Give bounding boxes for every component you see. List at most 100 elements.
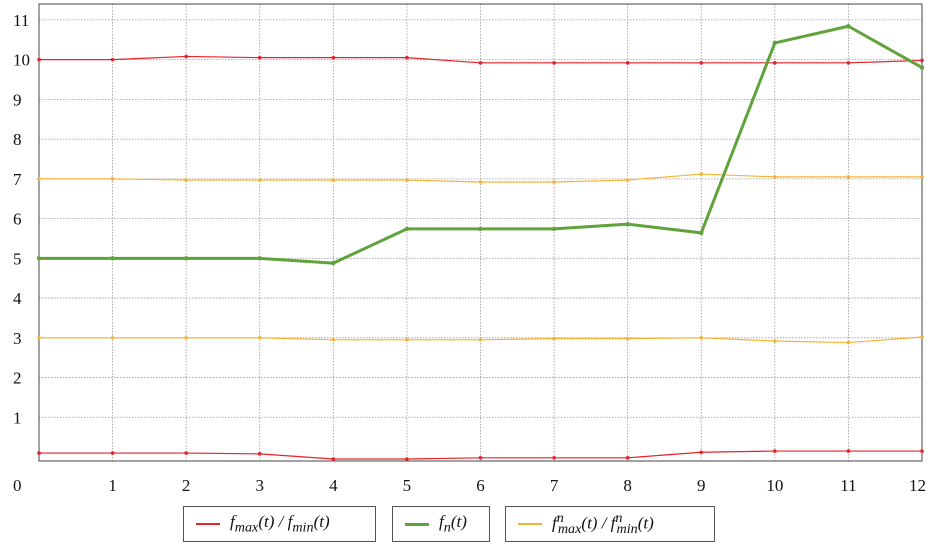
legend-item-fmax-fmin: fmax(t) / fmin(t) [183, 506, 376, 542]
data-point-fnmaxmin [405, 337, 409, 342]
x-tick-label: 10 [766, 476, 783, 495]
legend-label-fn: fn(t) [439, 511, 467, 536]
data-point-fnmaxmin [331, 178, 336, 182]
legend-label-fmax-fmin: fmax(t) / fmin(t) [230, 511, 330, 536]
x-tick-label: 4 [329, 476, 338, 495]
data-point-fnmaxmin [184, 178, 188, 182]
data-point-fmaxmin [773, 61, 777, 65]
data-point-fnmaxmin [331, 337, 336, 342]
y-tick-label: 3 [13, 329, 22, 348]
x-tick-label: 7 [550, 476, 559, 495]
x-tick-label: 12 [909, 476, 926, 495]
data-point-fmaxmin [552, 456, 556, 460]
data-point-fnmaxmin [699, 172, 704, 176]
data-point-fn [36, 256, 42, 261]
legend-item-fnmax-fnmin: fnmax(t) / fnmin(t) [505, 506, 715, 542]
data-point-fmaxmin [110, 57, 115, 62]
grid-lines [39, 4, 922, 461]
data-point-fnmaxmin [37, 336, 41, 340]
data-point-fmaxmin [405, 55, 409, 60]
data-point-fnmaxmin [110, 336, 115, 340]
legend: fmax(t) / fmin(t) fn(t) fnmax(t) / fnmin… [0, 506, 932, 546]
data-point-fmaxmin [625, 61, 630, 65]
data-point-fnmaxmin [773, 175, 777, 179]
series-layer [36, 24, 925, 461]
data-point-fmaxmin [331, 457, 336, 461]
x-tick-label: 5 [403, 476, 412, 495]
y-tick-label: 10 [13, 51, 30, 70]
data-point-fmaxmin [920, 58, 924, 63]
data-point-fn [478, 226, 483, 232]
legend-label-fnmax-fnmin: fnmax(t) / fnmin(t) [552, 509, 654, 538]
data-point-fmaxmin [846, 449, 851, 453]
data-point-fmaxmin [920, 449, 924, 453]
data-point-fnmaxmin [920, 175, 924, 179]
data-point-fnmaxmin [37, 177, 41, 181]
data-point-fmaxmin [552, 61, 556, 65]
data-point-fn [772, 40, 778, 46]
data-point-fmaxmin [405, 457, 409, 461]
plot-area [38, 3, 923, 462]
data-point-fnmaxmin [625, 178, 630, 182]
y-tick-label: 7 [13, 170, 22, 189]
data-point-fn [257, 256, 262, 261]
data-point-fmaxmin [257, 55, 262, 60]
y-tick-label: 11 [13, 11, 29, 30]
x-tick-label: 8 [623, 476, 632, 495]
x-tick-label: 11 [840, 476, 856, 495]
y-tick-label: 8 [13, 130, 22, 149]
data-point-fmaxmin [331, 55, 336, 60]
data-point-fn [551, 226, 557, 232]
data-point-fmaxmin [478, 61, 483, 65]
data-point-fmaxmin [846, 61, 851, 65]
legend-swatch-green [405, 522, 429, 526]
data-point-fnmaxmin [846, 175, 851, 179]
legend-item-fn: fn(t) [392, 506, 490, 542]
data-point-fn [919, 65, 925, 70]
y-tick-label: 1 [13, 408, 22, 427]
data-point-fnmaxmin [920, 335, 924, 339]
data-point-fnmaxmin [552, 336, 556, 341]
data-point-fn [404, 226, 410, 232]
y-tick-label: 6 [13, 210, 22, 229]
legend-swatch-red [196, 523, 220, 525]
data-point-fmaxmin [184, 451, 188, 455]
x-tick-label: 3 [256, 476, 265, 495]
data-point-fnmaxmin [478, 337, 483, 342]
data-point-fnmaxmin [405, 178, 409, 182]
data-point-fnmaxmin [846, 340, 851, 345]
data-point-fnmaxmin [699, 336, 704, 340]
data-point-fn [331, 260, 336, 266]
data-point-fn [110, 256, 115, 261]
data-point-fmaxmin [625, 456, 630, 460]
data-point-fmaxmin [699, 450, 704, 455]
data-point-fnmaxmin [552, 180, 556, 184]
data-point-fnmaxmin [257, 336, 262, 340]
data-point-fmaxmin [257, 452, 262, 456]
x-tick-label: 2 [182, 476, 191, 495]
legend-swatch-orange [518, 523, 542, 525]
x-tick-label: 1 [108, 476, 117, 495]
data-point-fn [625, 221, 630, 227]
data-point-fmaxmin [699, 61, 704, 65]
y-tick-label: 9 [13, 90, 22, 109]
y-tick-label: 2 [13, 369, 22, 388]
data-point-fn [699, 230, 704, 236]
data-point-fnmaxmin [110, 177, 115, 181]
data-point-fmaxmin [37, 57, 41, 62]
y-tick-label: 5 [13, 249, 22, 268]
data-point-fmaxmin [184, 54, 188, 59]
data-point-fnmaxmin [184, 336, 188, 340]
x-tick-label: 9 [697, 476, 706, 495]
data-point-fnmaxmin [625, 336, 630, 341]
data-point-fn [846, 24, 851, 29]
data-point-fnmaxmin [478, 180, 483, 184]
x-tick-label: 0 [13, 476, 22, 495]
y-tick-label: 4 [13, 289, 22, 308]
data-point-fmaxmin [478, 456, 483, 460]
data-point-fmaxmin [37, 451, 41, 455]
data-point-fnmaxmin [773, 339, 777, 343]
x-tick-label: 6 [476, 476, 485, 495]
